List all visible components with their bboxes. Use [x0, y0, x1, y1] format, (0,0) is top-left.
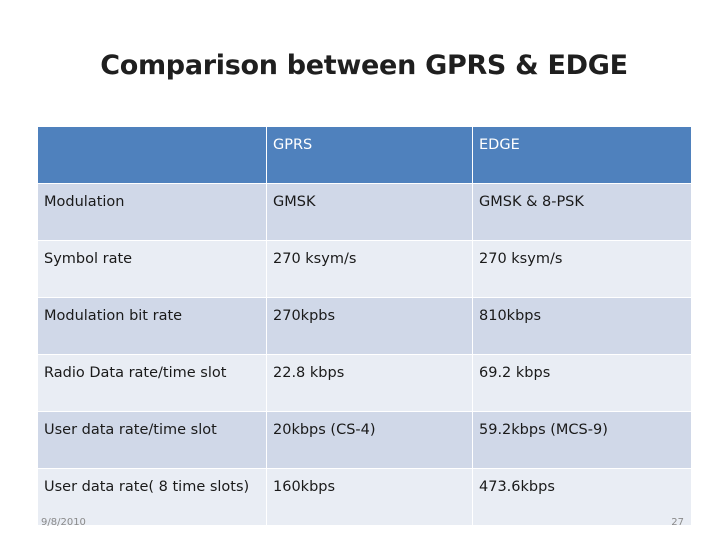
edge-cell: 69.2 kbps	[472, 354, 692, 412]
table-row: Modulation GMSK GMSK & 8-PSK	[37, 183, 692, 241]
gprs-cell: 160kbps	[266, 468, 473, 526]
row-label: User data rate( 8 time slots)	[37, 468, 267, 526]
row-label: Modulation	[37, 183, 267, 241]
table-row: User data rate/time slot 20kbps (CS-4) 5…	[37, 411, 692, 469]
row-label: Symbol rate	[37, 240, 267, 298]
edge-cell: 473.6kbps	[472, 468, 692, 526]
gprs-cell: 22.8 kbps	[266, 354, 473, 412]
table-header-row: GPRS EDGE	[37, 126, 692, 184]
header-cell-gprs: GPRS	[266, 126, 473, 184]
header-cell-edge: EDGE	[472, 126, 692, 184]
edge-cell: GMSK & 8-PSK	[472, 183, 692, 241]
header-cell-empty	[37, 126, 267, 184]
table-row: Modulation bit rate 270kpbs 810kbps	[37, 297, 692, 355]
edge-cell: 59.2kbps (MCS-9)	[472, 411, 692, 469]
gprs-cell: 270kpbs	[266, 297, 473, 355]
row-label: Modulation bit rate	[37, 297, 267, 355]
row-label: User data rate/time slot	[37, 411, 267, 469]
footer-date: 9/8/2010	[41, 517, 86, 528]
edge-cell: 810kbps	[472, 297, 692, 355]
row-label: Radio Data rate/time slot	[37, 354, 267, 412]
table-row: Radio Data rate/time slot 22.8 kbps 69.2…	[37, 354, 692, 412]
slide-number: 27	[671, 517, 684, 528]
table-row: User data rate( 8 time slots) 160kbps 47…	[37, 468, 692, 526]
table-row: Symbol rate 270 ksym/s 270 ksym/s	[37, 240, 692, 298]
slide-title: Comparison between GPRS & EDGE	[100, 50, 628, 81]
gprs-cell: GMSK	[266, 183, 473, 241]
edge-cell: 270 ksym/s	[472, 240, 692, 298]
comparison-table: GPRS EDGE Modulation GMSK GMSK & 8-PSK S…	[37, 126, 692, 526]
gprs-cell: 20kbps (CS-4)	[266, 411, 473, 469]
gprs-cell: 270 ksym/s	[266, 240, 473, 298]
